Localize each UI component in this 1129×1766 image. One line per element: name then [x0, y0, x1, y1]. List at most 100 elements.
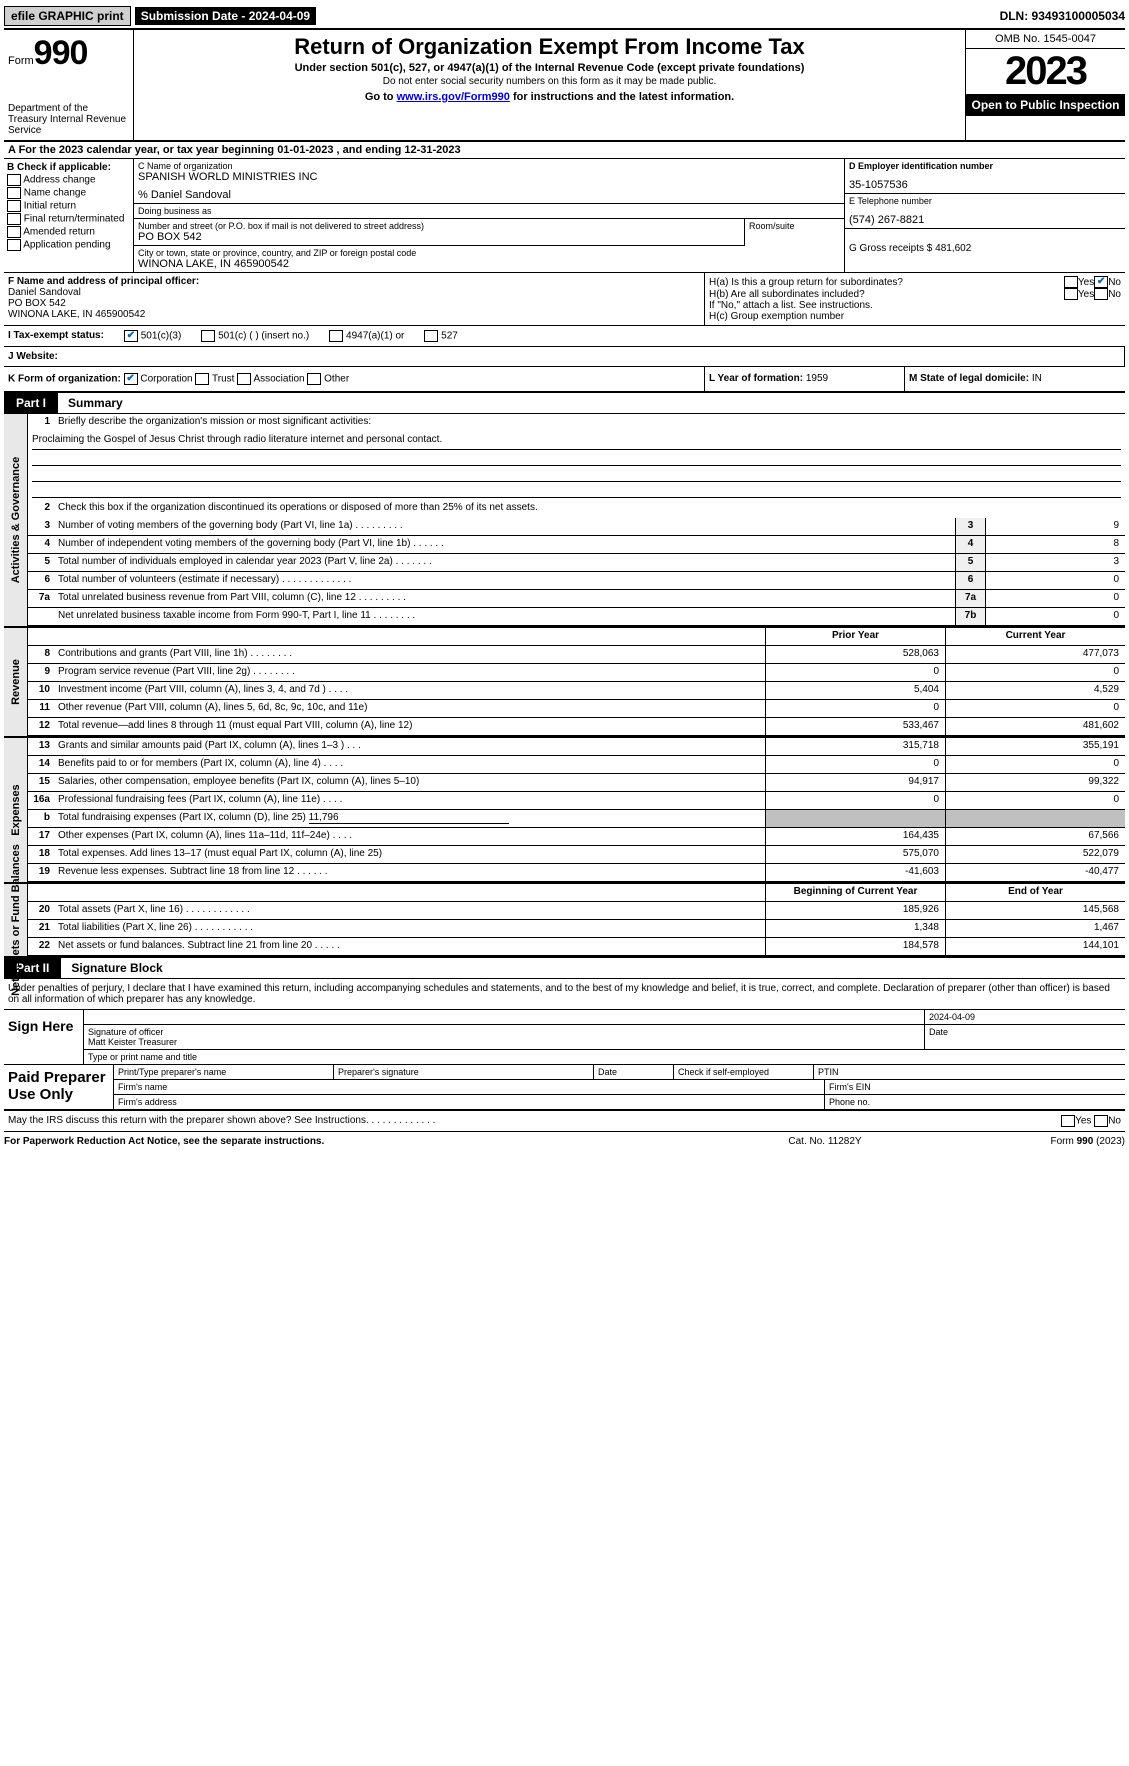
ha-yes[interactable]	[1064, 276, 1078, 288]
part-2-header: Part II Signature Block	[4, 958, 1125, 979]
chk-4947[interactable]	[329, 330, 343, 342]
form-footer: Form 990 (2023)	[925, 1136, 1125, 1147]
h-c-label: H(c) Group exemption number	[709, 311, 1121, 322]
submission-date: Submission Date - 2024-04-09	[135, 7, 316, 25]
tel: (574) 267-8821	[849, 214, 1121, 226]
cy-12: 481,602	[945, 718, 1125, 735]
chk-corp[interactable]	[124, 373, 138, 385]
open-public: Open to Public Inspection	[966, 94, 1125, 116]
paperwork-notice: For Paperwork Reduction Act Notice, see …	[4, 1136, 725, 1147]
sec-m-label: M State of legal domicile:	[909, 373, 1029, 384]
chk-501c[interactable]	[201, 330, 215, 342]
side-governance: Activities & Governance	[4, 414, 28, 626]
cy-14: 0	[945, 756, 1125, 773]
tax-year: 2023	[966, 49, 1125, 94]
sign-date: 2024-04-09	[925, 1010, 1125, 1024]
py-10: 5,404	[765, 682, 945, 699]
chk-other[interactable]	[307, 373, 321, 385]
chk-trust[interactable]	[195, 373, 209, 385]
py-19: -41,603	[765, 864, 945, 881]
val-5: 3	[985, 554, 1125, 571]
h-b-label: H(b) Are all subordinates included?	[709, 289, 1064, 300]
form-title: Return of Organization Exempt From Incom…	[142, 34, 957, 60]
hdr-bcy: Beginning of Current Year	[765, 884, 945, 901]
line-10: Investment income (Part VIII, column (A)…	[54, 682, 765, 699]
chk-amended[interactable]: Amended return	[7, 226, 130, 238]
ha-no[interactable]	[1094, 276, 1108, 288]
sec-j-label: J Website:	[8, 351, 58, 362]
efile-button[interactable]: efile GRAPHIC print	[4, 6, 131, 26]
year-formed: 1959	[806, 373, 828, 384]
prep-sig-label: Preparer's signature	[334, 1065, 594, 1079]
info-grid: B Check if applicable: Address change Na…	[4, 159, 1125, 273]
cy-13: 355,191	[945, 738, 1125, 755]
line-19: Revenue less expenses. Subtract line 18 …	[54, 864, 765, 881]
line-4: Number of independent voting members of …	[54, 536, 955, 553]
line-7b: Net unrelated business taxable income fr…	[54, 608, 955, 625]
chk-initial-return[interactable]: Initial return	[7, 200, 130, 212]
cat-no: Cat. No. 11282Y	[725, 1136, 925, 1147]
line-21: Total liabilities (Part X, line 26) . . …	[54, 920, 765, 937]
chk-name-change[interactable]: Name change	[7, 187, 130, 199]
chk-final-return[interactable]: Final return/terminated	[7, 213, 130, 225]
addr: PO BOX 542	[138, 231, 740, 243]
form-number: 990	[34, 34, 88, 72]
cy-8: 477,073	[945, 646, 1125, 663]
line-16a: Professional fundraising fees (Part IX, …	[54, 792, 765, 809]
cy-17: 67,566	[945, 828, 1125, 845]
prep-date-label: Date	[594, 1065, 674, 1079]
val-6: 0	[985, 572, 1125, 589]
sec-k-label: K Form of organization:	[8, 374, 121, 385]
val-7a: 0	[985, 590, 1125, 607]
city: WINONA LAKE, IN 465900542	[138, 258, 840, 270]
goto-line: Go to www.irs.gov/Form990 for instructio…	[142, 91, 957, 103]
line-5: Total number of individuals employed in …	[54, 554, 955, 571]
py-8: 528,063	[765, 646, 945, 663]
firm-name-label: Firm's name	[114, 1080, 825, 1094]
side-revenue: Revenue	[4, 628, 28, 736]
py-20: 185,926	[765, 902, 945, 919]
discuss-no[interactable]	[1094, 1115, 1108, 1127]
chk-address-change[interactable]: Address change	[7, 174, 130, 186]
line-18: Total expenses. Add lines 13–17 (must eq…	[54, 846, 765, 863]
chk-assoc[interactable]	[237, 373, 251, 385]
type-label: Type or print name and title	[84, 1050, 1125, 1064]
py-11: 0	[765, 700, 945, 717]
cy-10: 4,529	[945, 682, 1125, 699]
py-21: 1,348	[765, 920, 945, 937]
line-8: Contributions and grants (Part VIII, lin…	[54, 646, 765, 663]
chk-app-pending[interactable]: Application pending	[7, 239, 130, 251]
org-name: SPANISH WORLD MINISTRIES INC	[138, 171, 840, 183]
prep-name-label: Print/Type preparer's name	[114, 1065, 334, 1079]
sec-f-label: F Name and address of principal officer:	[8, 276, 700, 287]
dba-label: Doing business as	[138, 206, 840, 216]
line-9: Program service revenue (Part VIII, line…	[54, 664, 765, 681]
py-18: 575,070	[765, 846, 945, 863]
firm-phone-label: Phone no.	[825, 1095, 1125, 1109]
officer-addr2: WINONA LAKE, IN 465900542	[8, 309, 700, 320]
line-1-label: Briefly describe the organization's miss…	[54, 414, 1125, 432]
form-subtitle: Under section 501(c), 527, or 4947(a)(1)…	[142, 62, 957, 74]
discuss-yes[interactable]	[1061, 1115, 1075, 1127]
ptin-label: PTIN	[814, 1065, 1125, 1079]
cy-22: 144,101	[945, 938, 1125, 955]
hb-no[interactable]	[1094, 288, 1108, 300]
form-note: Do not enter social security numbers on …	[142, 76, 957, 87]
firm-ein-label: Firm's EIN	[825, 1080, 1125, 1094]
sec-l-label: L Year of formation:	[709, 373, 803, 384]
line-6: Total number of volunteers (estimate if …	[54, 572, 955, 589]
ein-label: D Employer identification number	[849, 161, 1121, 171]
hb-yes[interactable]	[1064, 288, 1078, 300]
cy-18: 522,079	[945, 846, 1125, 863]
irs-link[interactable]: www.irs.gov/Form990	[397, 91, 510, 103]
line-22: Net assets or fund balances. Subtract li…	[54, 938, 765, 955]
val-4: 8	[985, 536, 1125, 553]
col-b: B Check if applicable: Address change Na…	[4, 159, 134, 272]
dept-label: Department of the Treasury Internal Reve…	[8, 103, 129, 136]
py-15: 94,917	[765, 774, 945, 791]
domicile: IN	[1032, 373, 1042, 384]
chk-501c3[interactable]	[124, 330, 138, 342]
form-header: Form990 Department of the Treasury Inter…	[4, 30, 1125, 142]
chk-527[interactable]	[424, 330, 438, 342]
part-2-title: Signature Block	[61, 961, 162, 975]
